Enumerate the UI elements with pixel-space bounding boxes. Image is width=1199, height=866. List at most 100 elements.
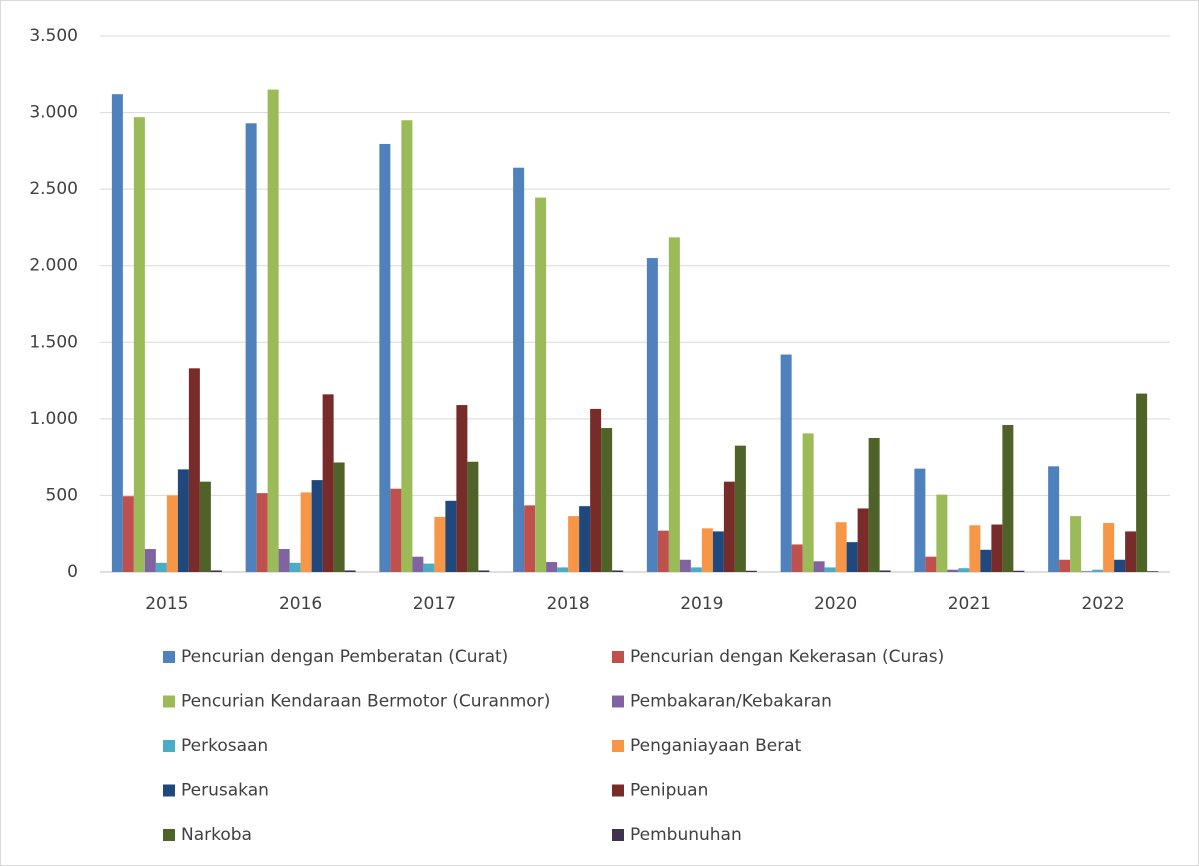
bar bbox=[969, 525, 981, 572]
bar bbox=[322, 394, 334, 572]
legend-swatch bbox=[612, 829, 624, 841]
x-tick-label: 2019 bbox=[680, 594, 723, 614]
bar bbox=[1070, 516, 1082, 572]
legend-swatch bbox=[163, 695, 175, 708]
bar bbox=[133, 117, 145, 572]
legend-label: Pencurian Kendaraan Bermotor (Curanmor) bbox=[181, 692, 550, 712]
bar bbox=[166, 495, 178, 572]
bar bbox=[868, 438, 880, 572]
bar bbox=[401, 120, 413, 572]
bar bbox=[991, 524, 1003, 572]
bar bbox=[579, 506, 591, 572]
bar bbox=[535, 197, 547, 572]
legend-label: Pencurian dengan Kekerasan (Curas) bbox=[630, 647, 944, 667]
bar bbox=[980, 549, 992, 572]
bar bbox=[1048, 466, 1060, 572]
legend-label: Penganiayaan Berat bbox=[630, 736, 802, 756]
bar bbox=[947, 569, 959, 572]
legend-swatch bbox=[163, 829, 175, 841]
legend-label: Penipuan bbox=[630, 781, 708, 801]
bar bbox=[177, 469, 189, 572]
bar bbox=[1081, 571, 1093, 572]
x-tick-label: 2017 bbox=[413, 594, 456, 614]
bar bbox=[390, 488, 402, 572]
bar bbox=[199, 481, 211, 572]
bar bbox=[780, 354, 792, 572]
legend-label: Perkosaan bbox=[181, 736, 268, 756]
bar bbox=[333, 462, 345, 572]
bar bbox=[1059, 559, 1071, 572]
bar bbox=[478, 570, 490, 572]
bar bbox=[791, 544, 803, 572]
bar bbox=[122, 496, 134, 572]
bar bbox=[188, 368, 200, 572]
bar bbox=[434, 516, 446, 572]
bar bbox=[925, 556, 937, 572]
legend-swatch bbox=[163, 740, 175, 752]
bar bbox=[679, 559, 691, 572]
bar bbox=[590, 408, 602, 572]
bar bbox=[155, 562, 167, 572]
legend-swatch bbox=[612, 651, 624, 663]
bar bbox=[857, 508, 869, 572]
bar bbox=[412, 556, 424, 572]
bar bbox=[646, 258, 658, 572]
legend-label: Pembunuhan bbox=[630, 825, 742, 845]
bar bbox=[824, 567, 836, 572]
bar bbox=[1092, 569, 1104, 572]
y-tick-label: 3.500 bbox=[29, 26, 78, 46]
bar bbox=[1013, 570, 1025, 572]
bar bbox=[690, 567, 702, 572]
y-tick-label: 1.500 bbox=[29, 332, 78, 352]
legend-label: Pencurian dengan Pemberatan (Curat) bbox=[181, 647, 508, 667]
bar bbox=[456, 405, 468, 572]
y-tick-label: 500 bbox=[46, 485, 78, 505]
x-tick-label: 2016 bbox=[279, 594, 322, 614]
bar bbox=[835, 522, 847, 572]
bar bbox=[210, 570, 222, 572]
legend-swatch bbox=[612, 740, 624, 752]
bar bbox=[1114, 559, 1126, 572]
legend-label: Perusakan bbox=[181, 781, 269, 801]
bar bbox=[1002, 424, 1014, 572]
bar bbox=[846, 542, 858, 572]
bar bbox=[289, 562, 301, 572]
y-tick-label: 0 bbox=[67, 562, 78, 582]
legend-label: Narkoba bbox=[181, 825, 252, 845]
bar bbox=[879, 570, 891, 572]
bar bbox=[467, 461, 479, 572]
y-tick-label: 1.000 bbox=[29, 409, 78, 429]
bar bbox=[668, 237, 680, 572]
bar bbox=[524, 505, 536, 572]
bar bbox=[344, 570, 356, 572]
bar bbox=[300, 492, 312, 572]
x-tick-label: 2015 bbox=[145, 594, 188, 614]
bar bbox=[802, 433, 814, 572]
bar bbox=[723, 481, 735, 572]
bar bbox=[734, 445, 746, 572]
bar bbox=[267, 89, 279, 572]
legend-swatch bbox=[612, 784, 624, 797]
bar bbox=[557, 567, 569, 572]
x-tick-label: 2021 bbox=[948, 594, 991, 614]
bar bbox=[813, 561, 825, 572]
bar bbox=[144, 549, 156, 572]
bar bbox=[1125, 531, 1137, 572]
bar bbox=[379, 143, 391, 573]
bar bbox=[546, 562, 558, 572]
legend-swatch bbox=[163, 651, 175, 663]
bar bbox=[601, 428, 613, 572]
legend-swatch bbox=[612, 695, 624, 708]
x-tick-label: 2018 bbox=[546, 594, 589, 614]
x-tick-label: 2020 bbox=[814, 594, 857, 614]
bar bbox=[245, 123, 257, 572]
bar bbox=[445, 500, 457, 572]
bar bbox=[423, 563, 435, 572]
bar bbox=[111, 94, 123, 573]
bar bbox=[311, 480, 323, 572]
legend-swatch bbox=[163, 784, 175, 797]
y-tick-label: 2.000 bbox=[29, 256, 78, 276]
legend-label: Pembakaran/Kebakaran bbox=[630, 692, 832, 712]
bar bbox=[712, 531, 724, 572]
